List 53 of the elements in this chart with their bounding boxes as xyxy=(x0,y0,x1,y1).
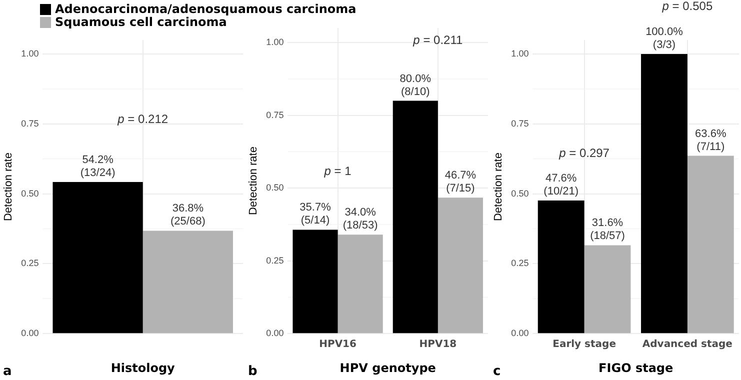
y-tick-label: 0.50 xyxy=(266,182,284,193)
bar xyxy=(687,156,734,334)
y-tick-label: 0.25 xyxy=(266,255,284,266)
data-label: 35.7% (5/14) xyxy=(300,202,332,227)
bar xyxy=(538,200,584,334)
annotation: p = 1 xyxy=(323,164,352,178)
data-label: 54.2% (13/24) xyxy=(80,154,116,180)
y-tick-label: 0.75 xyxy=(511,118,529,128)
x-tick-label: Advanced stage xyxy=(642,339,733,350)
y-axis-title: Detection rate xyxy=(248,146,260,216)
data-label: 31.6% (18/57) xyxy=(590,217,625,242)
y-tick-label: 0.00 xyxy=(266,328,284,338)
x-axis-title: HPV genotype xyxy=(340,360,436,375)
y-axis-title: Detection rate xyxy=(492,152,505,222)
annotation: p = 0.297 xyxy=(558,146,610,160)
x-tick-label: HPV18 xyxy=(419,339,457,350)
y-tick-label: 1.00 xyxy=(511,48,529,58)
y-axis-title: Detection rate xyxy=(2,152,15,222)
y-tick-label: 0.25 xyxy=(511,258,529,268)
text: p = 0.505 xyxy=(661,0,713,13)
data-label: 63.6% (7/11) xyxy=(695,128,726,153)
bar xyxy=(292,230,338,334)
legend-label: Adenocarcinoma/adenosquamous carcinoma xyxy=(55,2,356,16)
y-tick-label: 0.75 xyxy=(21,118,39,128)
y-tick-label: 1.00 xyxy=(21,48,39,58)
y-tick-label: 1.00 xyxy=(266,37,284,48)
x-axis-title: FIGO stage xyxy=(598,360,674,375)
annotation: p = 0.212 xyxy=(116,112,168,126)
bar xyxy=(584,245,631,334)
y-tick-label: 0.50 xyxy=(21,188,39,198)
data-label: 36.8% (25/68) xyxy=(170,202,206,228)
data-label: 100.0% (3/3) xyxy=(646,26,684,51)
y-tick-label: 0.25 xyxy=(21,258,39,268)
legend-label: Squamous cell carcinoma xyxy=(55,15,227,29)
data-label: 80.0% (8/10) xyxy=(400,72,432,98)
data-label: 34.0% (18/53) xyxy=(342,206,378,232)
text: b xyxy=(248,364,258,379)
annotation: p = 0.211 xyxy=(412,33,463,47)
bar xyxy=(392,100,438,334)
x-tick-label: Early stage xyxy=(552,339,616,350)
data-label: 46.7% (7/15) xyxy=(444,170,476,195)
x-tick-label: HPV16 xyxy=(319,339,357,350)
text: a xyxy=(3,364,12,379)
data-label: 47.6% (10/21) xyxy=(544,172,579,198)
bar xyxy=(641,54,688,334)
y-tick-label: 0.75 xyxy=(266,110,284,120)
bar xyxy=(338,234,383,334)
bar xyxy=(438,198,483,334)
y-tick-label: 0.50 xyxy=(511,188,529,198)
text: c xyxy=(493,364,501,379)
y-tick-label: 0.00 xyxy=(511,328,529,338)
x-axis-title: Histology xyxy=(110,360,176,375)
y-tick-label: 0.00 xyxy=(21,328,39,338)
